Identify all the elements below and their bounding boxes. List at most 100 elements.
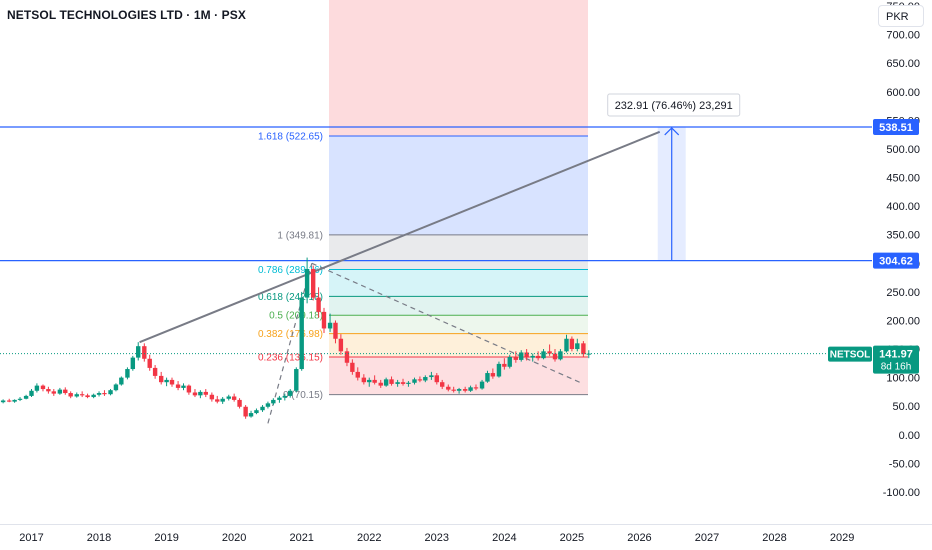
candle-body (237, 399, 242, 407)
candle-body (519, 352, 524, 360)
fib-zone (329, 315, 588, 334)
candle-body (462, 389, 468, 391)
candle-body (277, 397, 282, 400)
candle-body (198, 391, 203, 396)
candle-body (169, 379, 175, 385)
horizontal-lines[interactable] (0, 126, 872, 262)
candle-body (294, 369, 299, 391)
candle-body (552, 353, 558, 360)
candle-body (400, 382, 406, 384)
candle-body (372, 379, 377, 383)
time-axis[interactable]: 2017 2018 2019 2020 2021 2022 2023 2024 2025 2026… (0, 524, 932, 545)
candle-body (57, 389, 63, 394)
fibonacci-retracement[interactable]: 2.618 (802.31)1.618 (522.65)1 (349.81)0.… (258, 0, 588, 401)
last-price-text: 141.97 (879, 349, 913, 361)
candle-body (136, 346, 141, 358)
fib-level-label: 0.5 (209.18) (269, 311, 323, 322)
candle-body (175, 384, 181, 388)
fib-zone (329, 356, 588, 395)
candle-body (0, 400, 6, 403)
price-tick-label: 0.00 (899, 430, 920, 442)
price-tick-label: 650.00 (886, 58, 920, 70)
price-tag (873, 118, 919, 135)
candle-body (395, 382, 400, 384)
price-tick-label: 50.00 (892, 401, 920, 413)
time-tick-label: 2023 (425, 532, 449, 544)
candle-body (490, 373, 496, 377)
candle-body (164, 379, 169, 383)
candle-body (513, 357, 519, 360)
candle-body (361, 377, 367, 383)
candle-body (91, 394, 96, 398)
price-tag (873, 252, 919, 269)
candle-body (333, 322, 338, 339)
candle-body (113, 384, 119, 391)
price-tag-text: 538.51 (879, 122, 913, 134)
candle-body (147, 358, 152, 368)
candlestick-series (0, 257, 591, 419)
trend-line[interactable] (139, 130, 661, 344)
currency-button[interactable]: PKR (878, 5, 924, 27)
fib-zone (329, 0, 588, 137)
candle-body (310, 269, 316, 298)
price-tick-label: 200.00 (886, 315, 920, 327)
candle-body (282, 395, 288, 398)
candle-body (125, 369, 130, 378)
fib-zone (329, 296, 588, 316)
candle-body (530, 355, 535, 358)
candle-body (535, 355, 541, 359)
candle-body (344, 351, 350, 363)
candle-body (558, 351, 563, 360)
fib-level-label: 0.382 (176.98) (258, 329, 323, 340)
fib-zone (329, 269, 588, 297)
candle-body (451, 389, 456, 391)
price-tick-label: -50.00 (889, 458, 920, 470)
dashed-line[interactable] (311, 262, 583, 384)
fib-level-label: 0 (70.15) (283, 390, 323, 401)
candle-body (564, 338, 569, 352)
candle-body (192, 392, 198, 396)
candle-body (46, 389, 51, 392)
measure-arrow-head (664, 127, 680, 136)
candle-body (350, 362, 355, 372)
candle-body (68, 393, 73, 397)
price-tick-label: 350.00 (886, 230, 920, 242)
candle-body (367, 379, 372, 383)
dashed-line[interactable] (267, 263, 313, 424)
candle-body (316, 297, 321, 312)
fib-zone (329, 333, 588, 357)
candle-body (575, 343, 580, 350)
candle-body (181, 385, 186, 388)
candle-body (34, 385, 40, 391)
price-tick-label: 250.00 (886, 287, 920, 299)
candle-body (108, 390, 113, 395)
candle-body (485, 373, 490, 382)
candle-body (231, 396, 237, 400)
candle-body (423, 377, 428, 381)
chart-title: NETSOL TECHNOLOGIES LTD · 1M · PSX (7, 8, 246, 22)
candle-body (119, 377, 124, 385)
candle-body (581, 343, 586, 355)
candle-body (220, 398, 225, 402)
candle-body (40, 385, 46, 390)
drawings[interactable] (139, 130, 661, 424)
candle-body (502, 363, 507, 367)
candle-body (473, 387, 479, 389)
candle-body (378, 382, 383, 386)
time-tick-label: 2028 (762, 532, 786, 544)
candle-body (389, 379, 394, 384)
price-tick-label: 500.00 (886, 144, 920, 156)
candle-body (446, 386, 451, 390)
candle-body (248, 413, 254, 417)
price-tick-label: 600.00 (886, 87, 920, 99)
price-range-measure[interactable]: 232.91 (76.46%) 23,291 (607, 93, 741, 261)
time-tick-label: 2022 (357, 532, 381, 544)
candle-body (203, 391, 208, 395)
candle-body (541, 351, 546, 359)
candle-body (96, 393, 102, 395)
candle-body (299, 297, 304, 370)
candle-body (79, 394, 85, 396)
time-tick-label: 2027 (695, 532, 719, 544)
candle-body (74, 394, 79, 397)
